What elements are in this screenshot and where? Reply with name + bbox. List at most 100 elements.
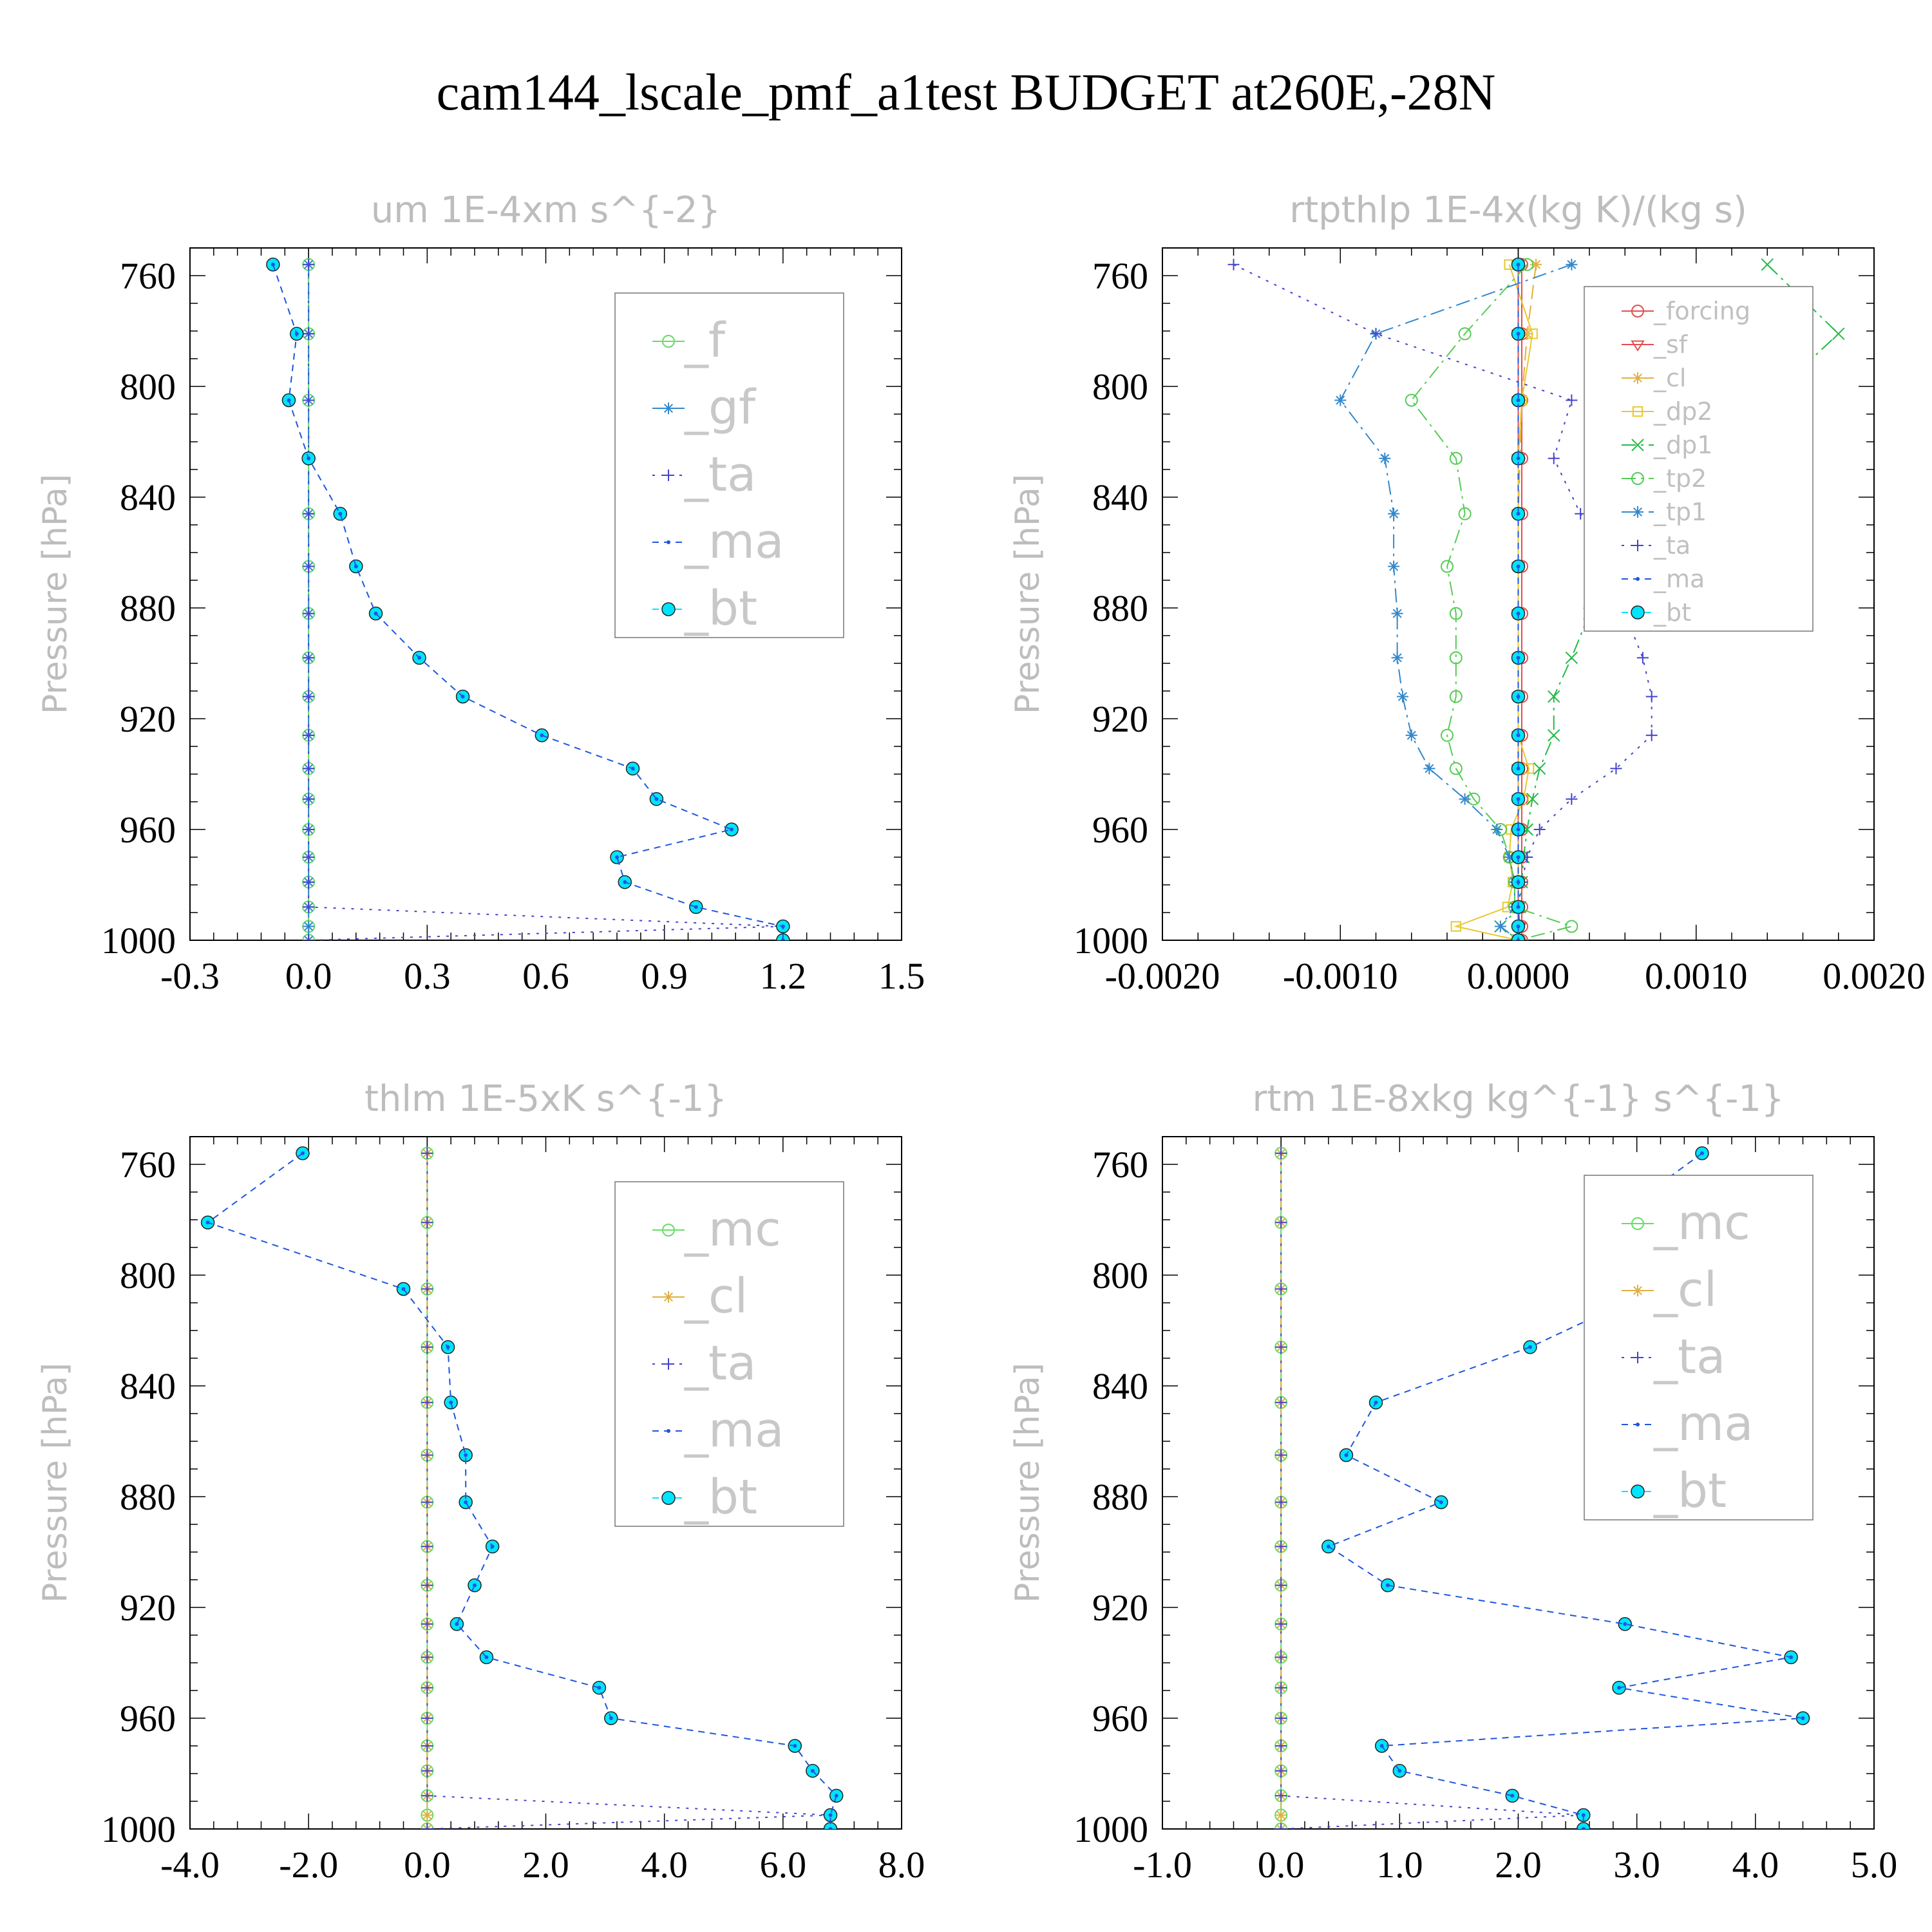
data-point-tp2 [1449, 607, 1463, 620]
legend-marker-bt [1631, 1484, 1645, 1499]
data-point-ma [473, 1583, 477, 1587]
data-point-ta [1645, 729, 1658, 741]
data-point-ma [597, 1685, 601, 1690]
x-tick-label: 1.5 [878, 955, 925, 997]
data-point-ta [303, 690, 315, 703]
x-tick-label: 0.6 [522, 955, 569, 997]
data-point-tp1 [1391, 652, 1403, 664]
data-point-ma [793, 1744, 797, 1748]
x-tick-label: 6.0 [760, 1844, 807, 1886]
y-tick-label: 880 [1092, 1476, 1148, 1518]
x-tick-label: 5.0 [1851, 1844, 1898, 1886]
x-tick-label: 3.0 [1613, 1844, 1660, 1886]
data-point-ta [1645, 690, 1658, 703]
data-point-ma [828, 1813, 833, 1817]
data-point-ta [303, 851, 315, 863]
legend-label: _bt [684, 1470, 757, 1525]
data-point-ma [460, 694, 465, 699]
data-point-ma [1516, 797, 1520, 801]
data-point-ta [1548, 452, 1560, 464]
x-tick-label: 0.3 [404, 955, 451, 997]
data-point-ta [303, 507, 315, 520]
data-point-ta [1275, 1496, 1287, 1508]
legend-box [614, 1181, 844, 1527]
data-point-ma [1385, 1583, 1390, 1587]
data-point-ta [1275, 1147, 1287, 1159]
legend-box [614, 292, 844, 638]
data-point-ta [1566, 793, 1578, 805]
series-line-ma [1327, 1152, 1803, 1829]
data-point-ma [307, 456, 311, 460]
data-point-ma [1516, 511, 1520, 516]
legend-label: _dp1 [1653, 431, 1712, 459]
series-line-ta [308, 264, 783, 940]
y-tick-label: 760 [1092, 255, 1148, 297]
y-tick-label: 760 [1092, 1144, 1148, 1186]
x-tick-label: 0.9 [641, 955, 688, 997]
data-point-ma [654, 797, 659, 801]
legend-marker-mc [662, 1224, 675, 1236]
data-point-ta [421, 1283, 433, 1295]
data-point-ma [1516, 398, 1520, 402]
data-point-ta [303, 328, 315, 340]
data-point-ta [303, 258, 315, 270]
data-point-ma [1623, 1622, 1627, 1626]
y-axis-label: Pressure [hPa] [1009, 1363, 1047, 1603]
x-tick-label: 2.0 [522, 1844, 569, 1886]
y-tick-label: 1000 [1074, 1808, 1148, 1850]
data-point-ta [421, 1496, 433, 1508]
legend-label: _ta [1653, 531, 1690, 560]
legend-marker-ta [1632, 1352, 1643, 1363]
data-point-ma [1516, 456, 1520, 460]
legend-marker-sf [1631, 340, 1645, 352]
legend-label: _forcing [1653, 297, 1750, 325]
data-point-ta [421, 1681, 433, 1694]
series-line-tp2 [1410, 264, 1574, 940]
data-point-ma [1581, 1813, 1586, 1817]
data-point-ta [1275, 1618, 1287, 1630]
data-point-ma [834, 1794, 838, 1798]
y-axis-label: Pressure [hPa] [36, 474, 75, 714]
data-point-ta [1533, 824, 1546, 835]
y-tick-label: 920 [120, 1587, 176, 1629]
data-point-ma [1516, 880, 1520, 884]
legend-label: _gf [684, 380, 757, 435]
data-point-tp1 [1459, 793, 1471, 805]
panel-title: um 1E-4xm s^{-2} [371, 189, 721, 231]
series-group [1274, 1146, 1810, 1829]
data-point-ma [1528, 1345, 1532, 1349]
x-tick-label: -0.3 [160, 955, 220, 997]
data-point-gf [303, 920, 315, 933]
legend-label: _ma [1653, 1396, 1753, 1452]
data-point-tp2 [1458, 327, 1472, 341]
data-point-ma [810, 1768, 815, 1773]
series-line-ma [206, 1152, 837, 1829]
data-point-ma [1379, 1744, 1384, 1748]
data-point-ta [421, 1579, 433, 1591]
data-point-ma [455, 1622, 459, 1626]
series-line-ta [426, 1153, 831, 1829]
data-point-cl [1521, 328, 1533, 340]
x-tick-label: 8.0 [878, 1844, 925, 1886]
legend-label: _cl [684, 1269, 748, 1324]
data-point-ta [421, 1147, 433, 1159]
data-point-ta [421, 1618, 433, 1630]
data-point-ma [1510, 1794, 1515, 1798]
x-tick-label: -2.0 [279, 1844, 338, 1886]
legend-marker-ta [1632, 540, 1643, 551]
data-point-ma [1516, 733, 1520, 737]
data-point-ma [1374, 1400, 1378, 1405]
legend-label: _ma [684, 1403, 784, 1458]
legend-label: _ta [1653, 1329, 1725, 1385]
data-point-ta [1275, 1681, 1287, 1694]
legend-label: _dp2 [1653, 397, 1712, 426]
data-point-ma [1789, 1655, 1794, 1660]
data-point-ta [303, 729, 315, 741]
data-point-ma [1516, 262, 1520, 267]
y-tick-label: 800 [1092, 366, 1148, 408]
data-point-ma [1581, 1827, 1586, 1829]
data-point-ma [446, 1345, 450, 1349]
figure-title: cam144_lscale_pmf_a1test BUDGET at260E,-… [437, 64, 1496, 121]
y-axis-label: Pressure [hPa] [36, 1363, 75, 1603]
data-point-ma [490, 1544, 495, 1549]
